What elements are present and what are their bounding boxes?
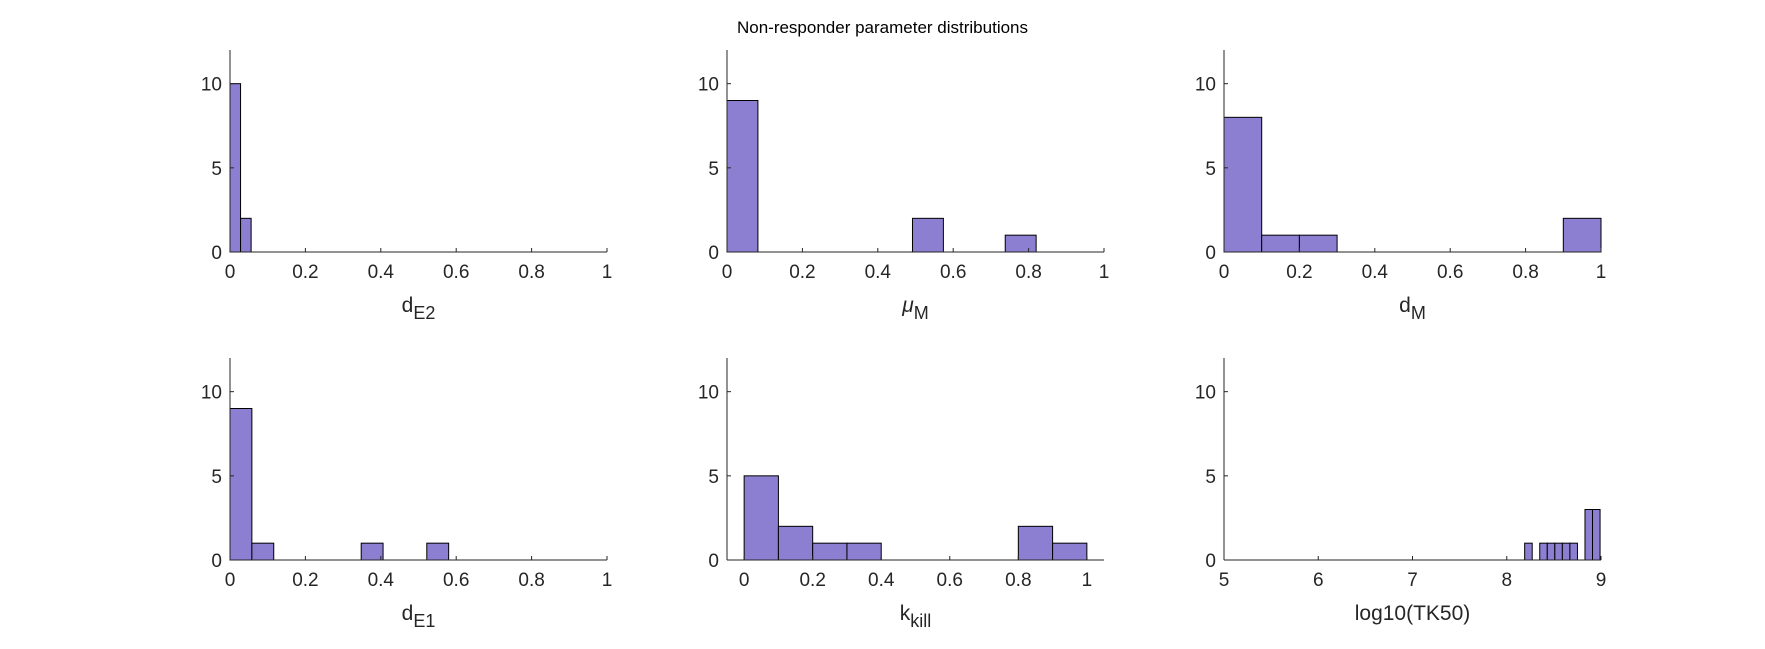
- x-tick-label: 0: [225, 570, 236, 591]
- x-tick-label: 0.6: [937, 570, 963, 591]
- y-tick-label: 5: [708, 159, 719, 180]
- x-axis-label: dE2: [402, 294, 436, 323]
- figure-title: Non-responder parameter distributions: [736, 18, 1029, 37]
- x-tick-label: 0.6: [443, 262, 469, 283]
- histogram-bar: [229, 408, 253, 561]
- histogram-bar: [846, 542, 882, 561]
- y-tick-label: 0: [1205, 243, 1216, 264]
- x-tick-label: 1: [1082, 570, 1093, 591]
- x-tick-label: 0: [225, 262, 236, 283]
- x-tick-label: 0.6: [1437, 262, 1463, 283]
- x-tick-label: 0: [739, 570, 750, 591]
- y-tick-label: 10: [201, 383, 222, 404]
- x-axis-label: dM: [1399, 294, 1426, 323]
- x-axis-label: μM: [901, 294, 929, 323]
- y-tick-label: 0: [708, 243, 719, 264]
- x-tick-label: 0.4: [368, 570, 395, 591]
- histogram-bar: [1017, 525, 1054, 561]
- histogram-bar: [743, 475, 779, 561]
- x-tick-label: 0.8: [1015, 262, 1041, 283]
- x-tick-label: 1: [1596, 262, 1607, 283]
- histogram-bar: [1004, 234, 1037, 253]
- histogram-bar: [1539, 542, 1548, 561]
- x-tick-label: 0: [722, 262, 733, 283]
- x-tick-label: 1: [602, 262, 613, 283]
- histogram-bar: [1298, 234, 1338, 253]
- x-tick-label: 6: [1313, 570, 1324, 591]
- histogram-bar: [360, 542, 384, 561]
- x-tick-label: 1: [1099, 262, 1110, 283]
- x-tick-label: 1: [602, 570, 613, 591]
- histogram-bar: [1584, 509, 1594, 561]
- x-axis-label: kkill: [900, 602, 932, 631]
- y-tick-label: 10: [698, 75, 719, 96]
- y-tick-label: 10: [698, 383, 719, 404]
- histogram-bar: [812, 542, 848, 561]
- y-tick-label: 0: [211, 243, 222, 264]
- histogram-bar: [1261, 234, 1300, 253]
- x-tick-label: 0.4: [865, 262, 892, 283]
- y-tick-label: 5: [211, 159, 222, 180]
- histogram-bar: [426, 542, 450, 561]
- x-tick-label: 0.4: [1362, 262, 1389, 283]
- histogram-bar: [726, 100, 759, 253]
- histogram-bar: [251, 542, 275, 561]
- x-tick-label: 0: [1219, 262, 1230, 283]
- x-tick-label: 0.2: [292, 262, 318, 283]
- histogram-bar: [1546, 542, 1556, 561]
- histogram-bar: [1569, 542, 1578, 561]
- x-tick-label: 0.2: [1286, 262, 1312, 283]
- histogram-bar: [240, 217, 252, 253]
- y-tick-label: 0: [1205, 551, 1216, 572]
- x-tick-label: 0.6: [443, 570, 469, 591]
- x-tick-label: 0.2: [292, 570, 318, 591]
- histogram-bar: [1554, 542, 1563, 561]
- y-tick-label: 5: [1205, 467, 1216, 488]
- x-tick-label: 0.8: [518, 570, 544, 591]
- x-axis-label: dE1: [402, 602, 436, 631]
- y-tick-label: 10: [201, 75, 222, 96]
- y-tick-label: 0: [211, 551, 222, 572]
- histogram-bar: [777, 525, 814, 561]
- x-tick-label: 0.4: [368, 262, 395, 283]
- x-tick-label: 0.2: [789, 262, 815, 283]
- histogram-bar: [1524, 542, 1533, 561]
- y-tick-label: 5: [211, 467, 222, 488]
- histogram-bar: [1561, 542, 1571, 561]
- histogram-bar: [911, 217, 944, 253]
- x-tick-label: 0.8: [1005, 570, 1031, 591]
- x-tick-label: 0.4: [868, 570, 895, 591]
- x-tick-label: 7: [1407, 570, 1418, 591]
- x-tick-label: 8: [1501, 570, 1512, 591]
- y-tick-label: 10: [1195, 383, 1216, 404]
- histogram-bar: [1592, 509, 1601, 561]
- y-tick-label: 5: [1205, 159, 1216, 180]
- y-tick-label: 0: [708, 551, 719, 572]
- histogram-bar: [1052, 542, 1088, 561]
- x-tick-label: 0.2: [799, 570, 825, 591]
- x-tick-label: 0.8: [1512, 262, 1538, 283]
- x-axis-label: log10(TK50): [1355, 602, 1471, 625]
- x-tick-label: 0.6: [940, 262, 966, 283]
- y-tick-label: 5: [708, 467, 719, 488]
- x-tick-label: 5: [1219, 570, 1230, 591]
- x-tick-label: 9: [1596, 570, 1607, 591]
- histogram-bar: [1223, 116, 1263, 253]
- x-tick-label: 0.8: [518, 262, 544, 283]
- histogram-bar: [1562, 217, 1602, 253]
- y-tick-label: 10: [1195, 75, 1216, 96]
